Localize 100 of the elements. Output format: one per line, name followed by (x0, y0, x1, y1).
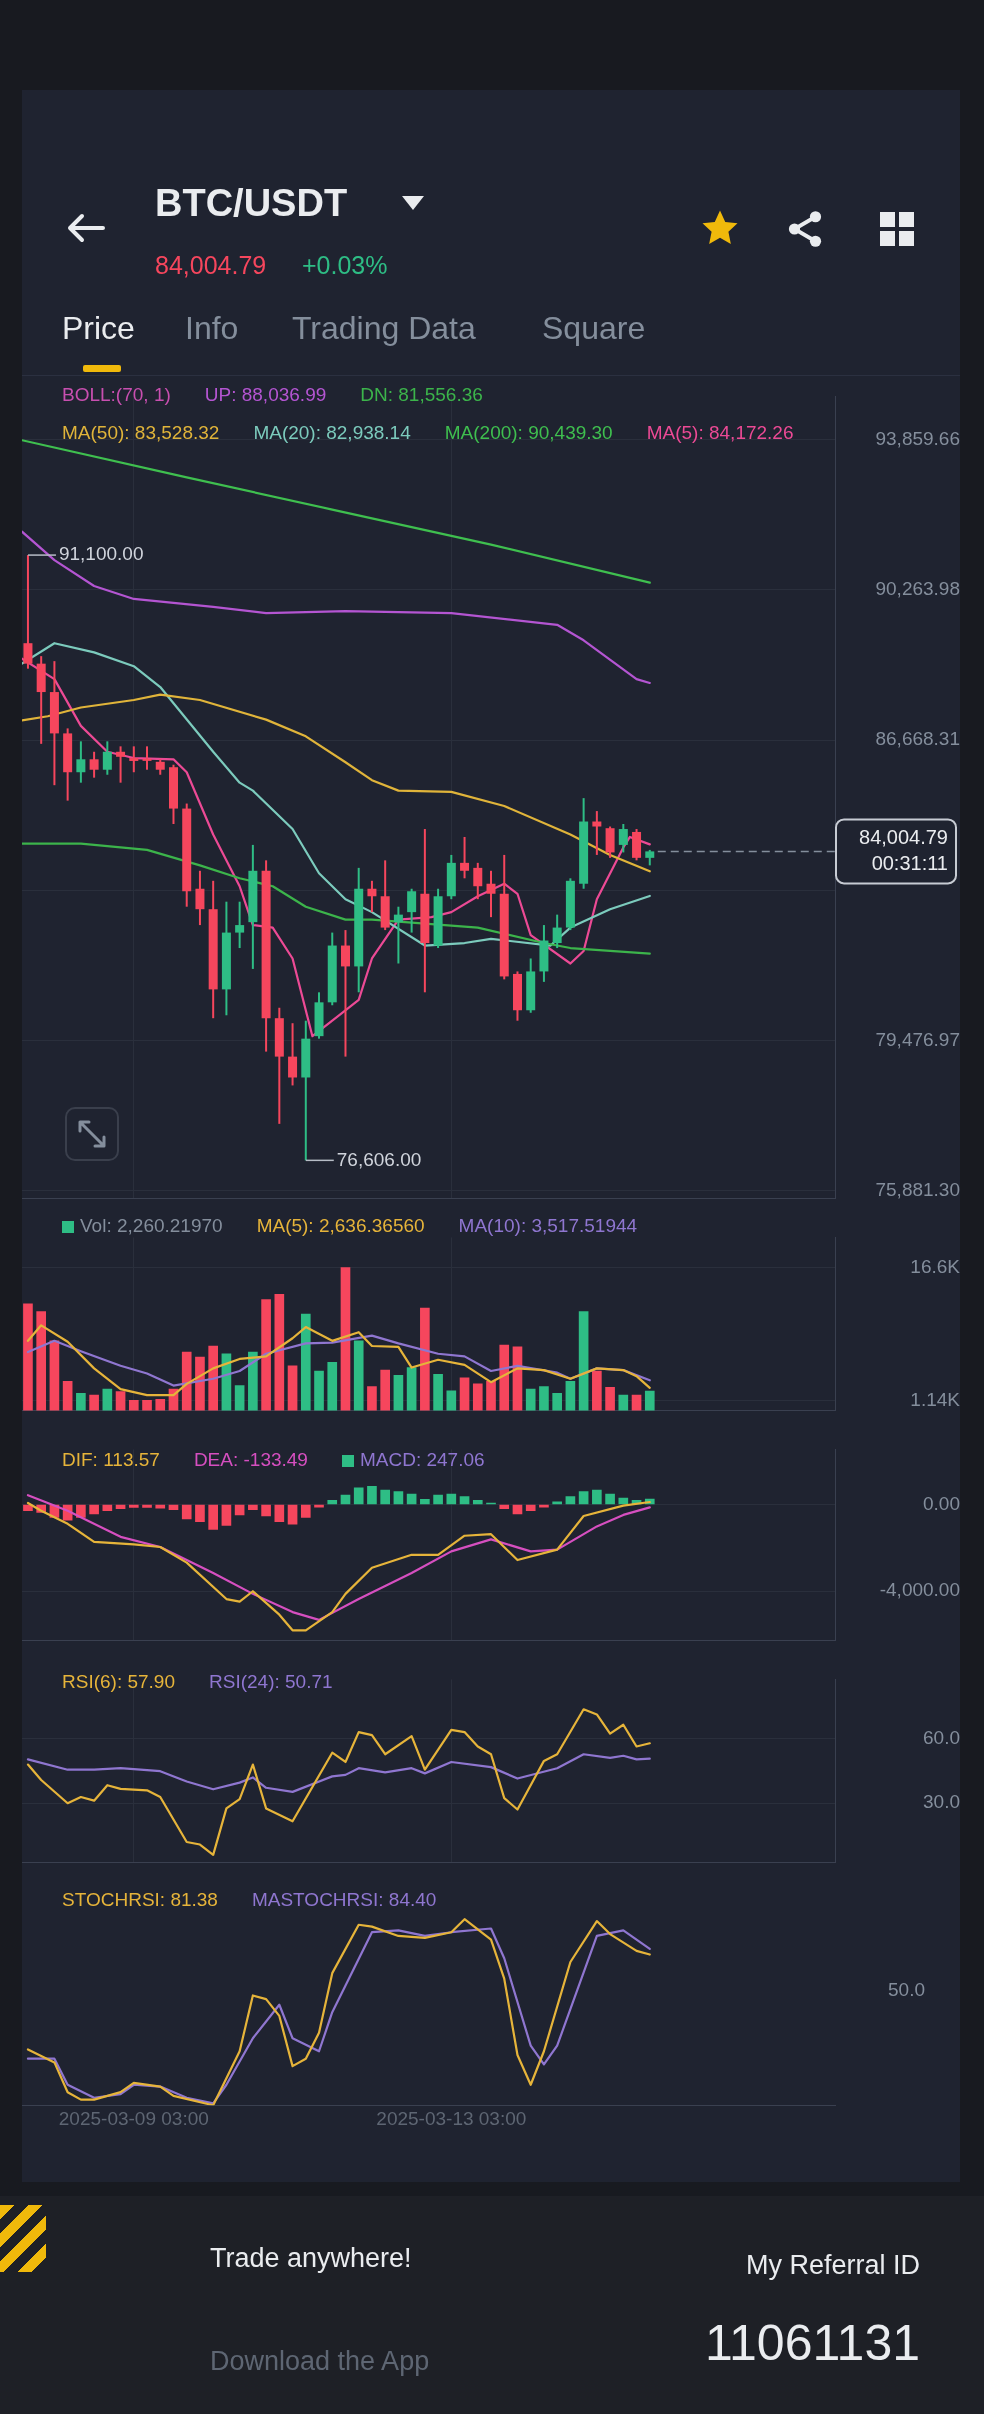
bar (433, 1374, 443, 1411)
bar (459, 1377, 470, 1411)
text: STOCHRSI: 81.38 (62, 1889, 218, 1910)
text: 11061131 (704, 2315, 920, 2371)
bar (287, 1365, 298, 1411)
bar (592, 1370, 602, 1411)
legend-title: BOLL:(70, 1) (62, 384, 171, 405)
bar (327, 1362, 338, 1411)
bar (181, 1351, 192, 1411)
bar (367, 1386, 377, 1411)
text: 50.0 (888, 1979, 925, 2000)
bar (287, 1504, 298, 1525)
bar (340, 1267, 351, 1411)
bar (578, 1491, 589, 1505)
bar (367, 1485, 377, 1505)
bar (433, 1494, 443, 1505)
chart-subtitle: 84,004.79 (155, 251, 267, 279)
bar (380, 1369, 390, 1411)
bar (23, 1303, 33, 1411)
bar (195, 1356, 205, 1411)
bar (446, 1390, 457, 1411)
text: Trade anywhere! (210, 2243, 412, 2273)
bar (89, 1394, 99, 1411)
bar (208, 1345, 219, 1411)
candlestick (407, 887, 417, 934)
y-tick-label: 60.0 (923, 1726, 960, 1748)
bar (499, 1504, 510, 1509)
y-tick-label: 30.0 (923, 1791, 960, 1813)
bar (499, 1344, 510, 1411)
candlestick (235, 900, 245, 950)
bar (62, 1380, 73, 1411)
bar (248, 1504, 258, 1511)
bar (327, 1500, 338, 1505)
candlestick (340, 929, 350, 1058)
text: Info (185, 310, 239, 346)
bar (393, 1374, 404, 1411)
y-tick-label: 16.6K (910, 1255, 961, 1277)
bar (300, 1313, 311, 1411)
y-tick-label: 0.00 (923, 1492, 960, 1514)
bar (248, 1351, 258, 1411)
bar (446, 1493, 457, 1505)
bar (525, 1504, 536, 1512)
x-tick-label: 2025-03-13 03:00 (376, 2107, 527, 2129)
bar (300, 1504, 311, 1518)
bar (618, 1497, 629, 1505)
bar (261, 1504, 271, 1517)
text: RSI(24): 50.71 (209, 1671, 333, 1692)
text: Trading Data (292, 310, 476, 346)
bar (102, 1388, 113, 1411)
bar (618, 1394, 629, 1411)
candlestick (76, 740, 86, 784)
candlestick (486, 869, 496, 919)
bar (234, 1385, 245, 1411)
bar (181, 1504, 192, 1520)
bar (261, 1299, 271, 1411)
bar (115, 1391, 126, 1411)
text: +0.03% (302, 251, 388, 279)
bar (195, 1504, 205, 1522)
y-tick-label: 79,476.97 (875, 1028, 960, 1050)
bar (565, 1380, 576, 1411)
text: MA(5): 84,172.26 (646, 422, 794, 443)
text: RSI(6): 57.90 (62, 1671, 175, 1692)
series-label: MASTOCHRSI: 84.40 (251, 1889, 437, 1910)
candlestick (116, 745, 126, 784)
candlestick (592, 810, 602, 856)
candlestick (460, 835, 470, 880)
bar (420, 1498, 430, 1505)
annotation: 76,606.00 (336, 1148, 422, 1170)
bar (142, 1399, 152, 1411)
bar (89, 1504, 99, 1515)
candlestick (473, 861, 483, 901)
bar (155, 1399, 166, 1411)
x-tick-label: 2025-03-09 03:00 (58, 2107, 209, 2129)
bar (274, 1504, 285, 1522)
bar (155, 1504, 166, 1509)
y-tick-label: 90,263.98 (875, 578, 960, 600)
y-tick-label: 75,881.30 (875, 1178, 960, 1200)
candlestick (288, 1022, 298, 1087)
bar (406, 1367, 417, 1411)
candlestick (195, 869, 205, 927)
text: MA(5): 2,636.36560 (256, 1215, 425, 1236)
candlestick (129, 745, 139, 774)
bar (23, 1504, 33, 1512)
bar (128, 1399, 139, 1411)
legend-label: Vol: 2,260.21970 (79, 1215, 223, 1236)
bar (472, 1500, 483, 1505)
bar (208, 1504, 219, 1530)
candlestick (102, 740, 112, 776)
bar (274, 1294, 285, 1411)
legend-label: MACD: 247.06 (358, 1449, 485, 1470)
bar (525, 1388, 536, 1411)
text: Download the App (210, 2346, 430, 2376)
text: UP: 88,036.99 (204, 384, 327, 405)
text: My Referral ID (745, 2250, 920, 2280)
y-tick-label: 1.14K (910, 1389, 961, 1411)
bar (128, 1504, 139, 1508)
text: MA(200): 90,439.30 (444, 422, 613, 443)
bar (393, 1491, 404, 1505)
text: MA(20): 82,938.14 (253, 422, 411, 443)
chart-title: BTC/USDT (155, 182, 348, 224)
